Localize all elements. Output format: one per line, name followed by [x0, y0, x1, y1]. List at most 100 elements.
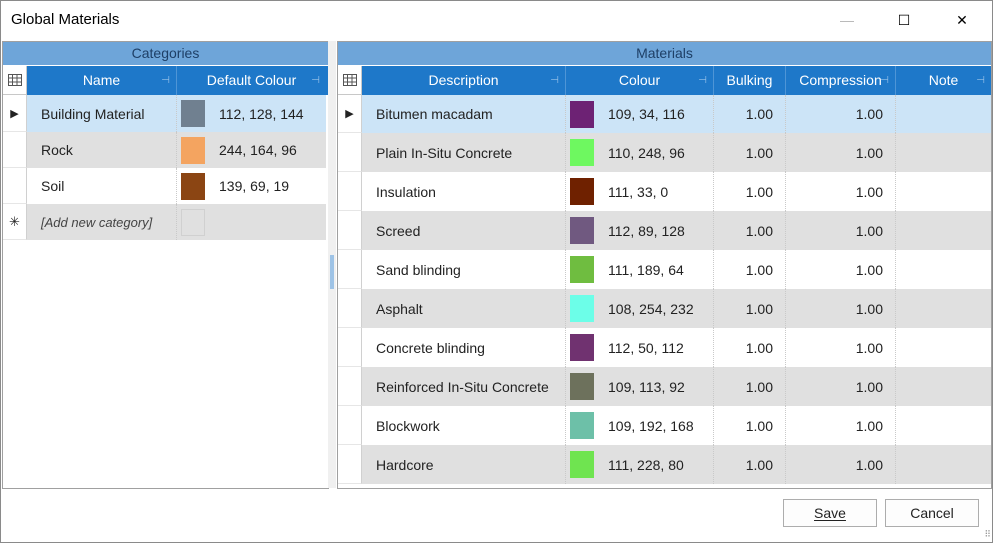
column-header-description[interactable]: Description ⊣ [362, 66, 566, 95]
material-row[interactable]: ▶ Bitumen macadam 109, 34, 116 1.00 1.00 [338, 95, 991, 133]
material-row[interactable]: Hardcore 111, 228, 80 1.00 1.00 [338, 445, 991, 484]
save-button-label: Save [814, 505, 846, 521]
category-colour-cell[interactable]: 112, 128, 144 [177, 95, 326, 132]
panel-splitter[interactable] [328, 41, 336, 488]
material-compression[interactable]: 1.00 [786, 172, 896, 211]
material-compression[interactable]: 1.00 [786, 95, 896, 133]
material-bulking[interactable]: 1.00 [714, 328, 786, 367]
pin-icon[interactable]: ⊣ [550, 75, 559, 86]
material-bulking[interactable]: 1.00 [714, 250, 786, 289]
material-description[interactable]: Reinforced In-Situ Concrete [362, 367, 566, 406]
category-name[interactable]: Soil [27, 168, 177, 204]
column-chooser-button[interactable] [338, 66, 362, 95]
material-note[interactable] [896, 211, 991, 250]
material-description[interactable]: Concrete blinding [362, 328, 566, 367]
material-row[interactable]: Asphalt 108, 254, 232 1.00 1.00 [338, 289, 991, 328]
category-name[interactable]: Rock [27, 132, 177, 168]
material-colour-cell[interactable]: 112, 89, 128 [566, 211, 714, 250]
material-description[interactable]: Blockwork [362, 406, 566, 445]
material-description[interactable]: Asphalt [362, 289, 566, 328]
column-chooser-button[interactable] [3, 66, 27, 95]
material-note[interactable] [896, 133, 991, 172]
material-colour-cell[interactable]: 111, 189, 64 [566, 250, 714, 289]
maximize-button[interactable]: ☐ [897, 11, 911, 28]
material-bulking[interactable]: 1.00 [714, 445, 786, 484]
material-bulking[interactable]: 1.00 [714, 133, 786, 172]
material-row[interactable]: Plain In-Situ Concrete 110, 248, 96 1.00 1.… [338, 133, 991, 172]
column-header-colour[interactable]: Colour ⊣ [566, 66, 714, 95]
column-header-name[interactable]: Name ⊣ [27, 66, 177, 95]
material-colour-cell[interactable]: 109, 192, 168 [566, 406, 714, 445]
material-compression[interactable]: 1.00 [786, 289, 896, 328]
category-name[interactable]: Building Material [27, 95, 177, 132]
pin-icon[interactable]: ⊣ [880, 75, 889, 86]
save-button[interactable]: Save [783, 499, 877, 527]
material-bulking[interactable]: 1.00 [714, 95, 786, 133]
cancel-button[interactable]: Cancel [885, 499, 979, 527]
pin-icon[interactable]: ⊣ [976, 75, 985, 86]
material-note[interactable] [896, 95, 991, 133]
material-description[interactable]: Bitumen macadam [362, 95, 566, 133]
close-button[interactable]: ✕ [956, 11, 968, 28]
material-colour-value: 111, 33, 0 [608, 183, 669, 200]
add-new-category-placeholder[interactable]: [Add new category] [27, 204, 177, 240]
material-colour-cell[interactable]: 108, 254, 232 [566, 289, 714, 328]
pin-icon[interactable]: ⊣ [311, 75, 320, 86]
material-bulking[interactable]: 1.00 [714, 172, 786, 211]
material-colour-value: 110, 248, 96 [608, 144, 685, 161]
material-note[interactable] [896, 445, 991, 484]
material-bulking[interactable]: 1.00 [714, 211, 786, 250]
category-row[interactable]: ▶ Building Material 112, 128, 144 [3, 95, 328, 132]
minimize-button[interactable]: — [840, 12, 854, 28]
column-header-default-colour[interactable]: Default Colour ⊣ [177, 66, 326, 95]
new-category-colour-cell[interactable] [177, 204, 326, 240]
material-colour-cell[interactable]: 111, 228, 80 [566, 445, 714, 484]
column-header-note[interactable]: Note ⊣ [896, 66, 991, 95]
material-compression[interactable]: 1.00 [786, 367, 896, 406]
new-category-row[interactable]: ✳ [Add new category] [3, 204, 328, 240]
column-header-compression[interactable]: Compression ⊣ [786, 66, 896, 95]
material-note[interactable] [896, 250, 991, 289]
material-bulking[interactable]: 1.00 [714, 289, 786, 328]
material-description[interactable]: Sand blinding [362, 250, 566, 289]
material-description[interactable]: Plain In-Situ Concrete [362, 133, 566, 172]
splitter-grip[interactable] [330, 255, 334, 289]
material-compression[interactable]: 1.00 [786, 328, 896, 367]
material-row[interactable]: Blockwork 109, 192, 168 1.00 1.00 [338, 406, 991, 445]
material-description[interactable]: Hardcore [362, 445, 566, 484]
material-description[interactable]: Insulation [362, 172, 566, 211]
material-colour-cell[interactable]: 111, 33, 0 [566, 172, 714, 211]
material-row[interactable]: Sand blinding 111, 189, 64 1.00 1.00 [338, 250, 991, 289]
column-header-bulking[interactable]: Bulking [714, 66, 786, 95]
material-compression[interactable]: 1.00 [786, 250, 896, 289]
pin-icon[interactable]: ⊣ [161, 75, 170, 86]
material-colour-cell[interactable]: 109, 34, 116 [566, 95, 714, 133]
category-colour-cell[interactable]: 139, 69, 19 [177, 168, 326, 204]
material-note[interactable] [896, 289, 991, 328]
material-note[interactable] [896, 406, 991, 445]
category-row[interactable]: Rock 244, 164, 96 [3, 132, 328, 168]
material-note[interactable] [896, 328, 991, 367]
material-colour-cell[interactable]: 112, 50, 112 [566, 328, 714, 367]
material-row[interactable]: Insulation 111, 33, 0 1.00 1.00 [338, 172, 991, 211]
material-description[interactable]: Screed [362, 211, 566, 250]
material-row[interactable]: Reinforced In-Situ Concrete 109, 113, 92 1… [338, 367, 991, 406]
material-colour-value: 109, 34, 116 [608, 106, 685, 122]
material-note[interactable] [896, 367, 991, 406]
material-compression[interactable]: 1.00 [786, 133, 896, 172]
material-colour-cell[interactable]: 109, 113, 92 [566, 367, 714, 406]
resize-grip-icon[interactable]: ⠿ [984, 529, 991, 539]
material-compression[interactable]: 1.00 [786, 211, 896, 250]
material-note[interactable] [896, 172, 991, 211]
material-row[interactable]: Concrete blinding 112, 50, 112 1.00 1.00 [338, 328, 991, 367]
pin-icon[interactable]: ⊣ [698, 75, 707, 86]
material-compression[interactable]: 1.00 [786, 406, 896, 445]
category-row[interactable]: Soil 139, 69, 19 [3, 168, 328, 204]
material-compression[interactable]: 1.00 [786, 445, 896, 484]
empty-colour-swatch [181, 208, 205, 236]
material-colour-cell[interactable]: 110, 248, 96 [566, 133, 714, 172]
category-colour-cell[interactable]: 244, 164, 96 [177, 132, 326, 168]
material-row[interactable]: Screed 112, 89, 128 1.00 1.00 [338, 211, 991, 250]
material-bulking[interactable]: 1.00 [714, 406, 786, 445]
material-bulking[interactable]: 1.00 [714, 367, 786, 406]
